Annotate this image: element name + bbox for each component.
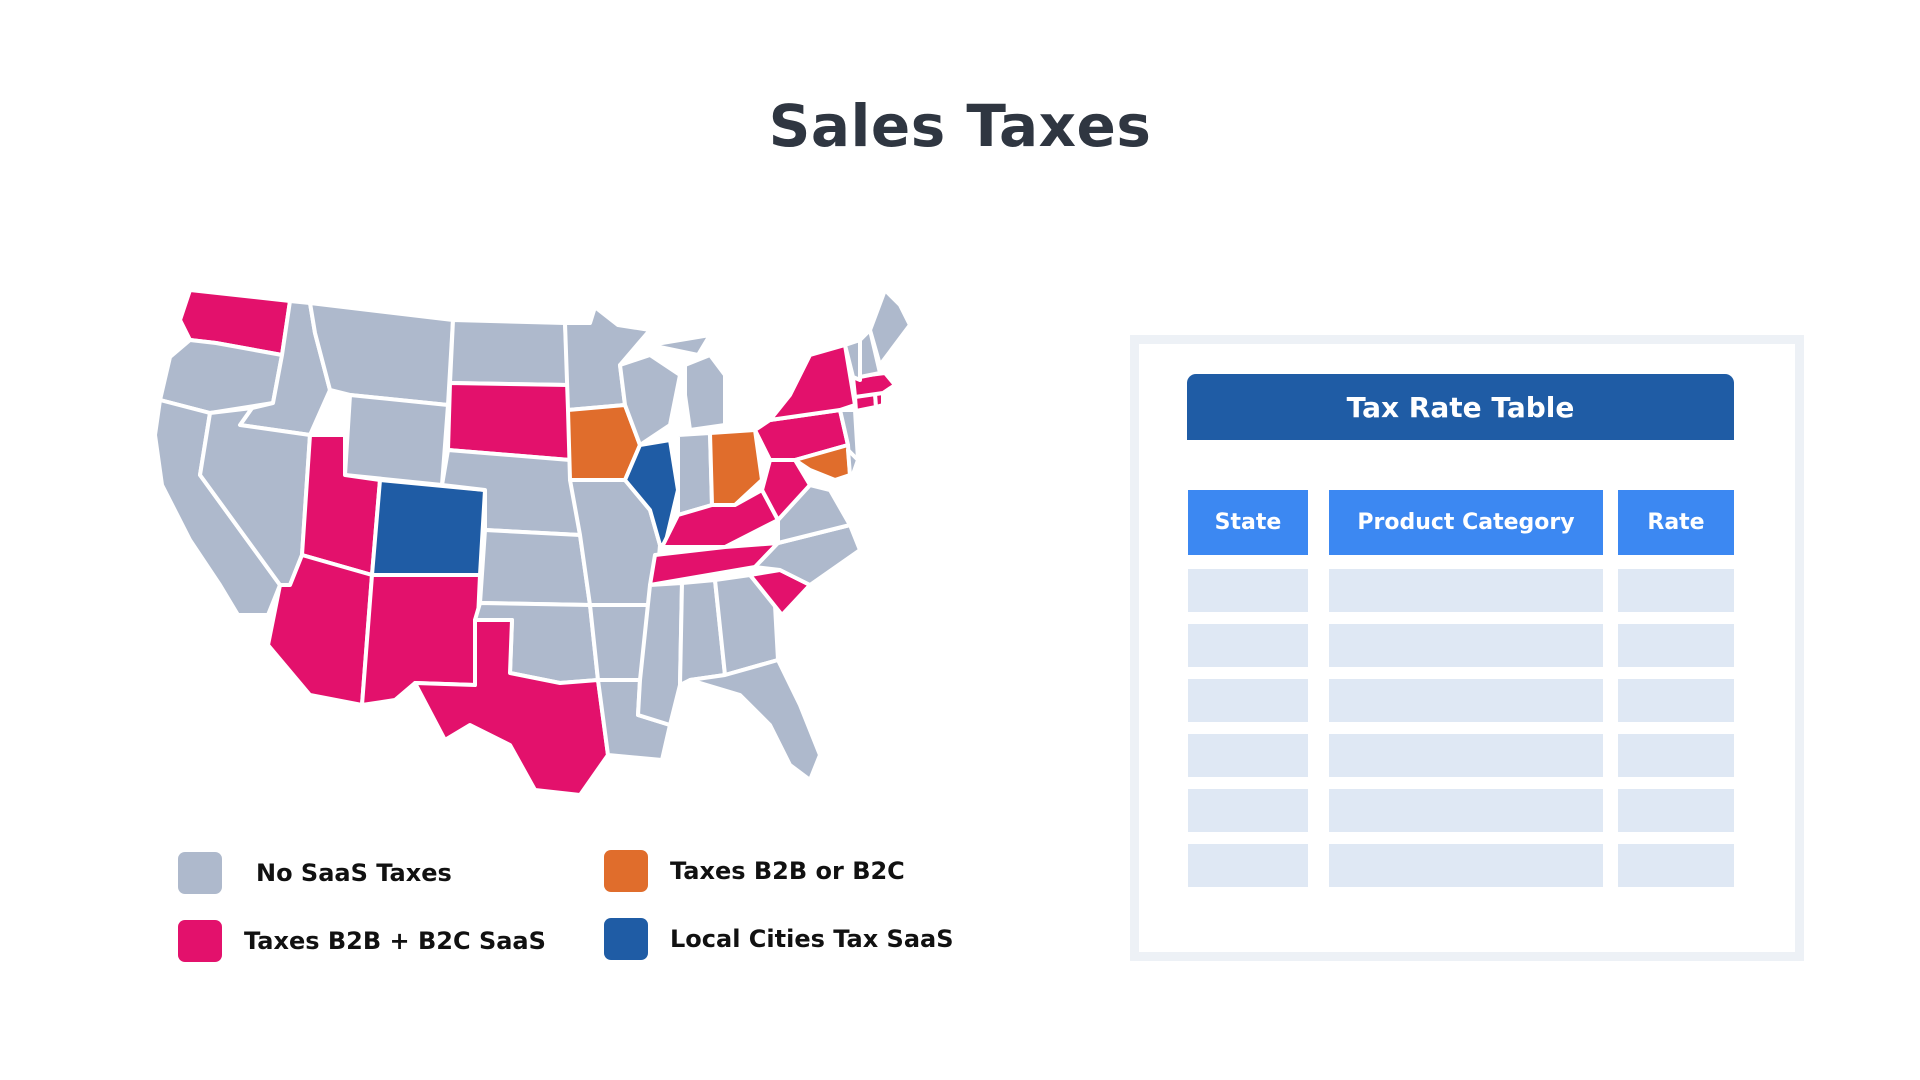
- state-sd[interactable]: [446, 381, 572, 462]
- state-ga[interactable]: [713, 573, 780, 677]
- state-ky[interactable]: [660, 488, 780, 549]
- legend-b2b-or-b2c: Taxes B2B or B2C: [604, 850, 905, 892]
- table-cell[interactable]: [1329, 844, 1603, 887]
- tax-rate-table-title: Tax Rate Table: [1187, 374, 1734, 440]
- table-cell[interactable]: [1329, 734, 1603, 777]
- state-va[interactable]: [776, 483, 852, 545]
- state-mt[interactable]: [308, 301, 455, 407]
- state-fl[interactable]: [688, 658, 822, 782]
- table-cell[interactable]: [1618, 734, 1734, 777]
- table-cell[interactable]: [1618, 569, 1734, 612]
- state-wi[interactable]: [618, 353, 682, 447]
- table-cell[interactable]: [1329, 679, 1603, 722]
- state-vt[interactable]: [843, 338, 862, 382]
- table-cell[interactable]: [1188, 569, 1308, 612]
- table-cell[interactable]: [1329, 569, 1603, 612]
- table-cell[interactable]: [1618, 844, 1734, 887]
- legend-label: Local Cities Tax SaaS: [670, 925, 954, 953]
- us-map-svg: [153, 288, 912, 797]
- table-cell[interactable]: [1188, 789, 1308, 832]
- legend-swatch: [604, 918, 648, 960]
- legend-label: Taxes B2B + B2C SaaS: [244, 927, 546, 955]
- table-cell[interactable]: [1188, 844, 1308, 887]
- state-de[interactable]: [846, 448, 860, 479]
- table-cell[interactable]: [1618, 624, 1734, 667]
- state-or[interactable]: [158, 338, 284, 415]
- page-title: Sales Taxes: [768, 92, 1152, 160]
- legend-local-cities: Local Cities Tax SaaS: [604, 918, 954, 960]
- table-cell[interactable]: [1329, 624, 1603, 667]
- state-nh[interactable]: [858, 328, 882, 379]
- state-me[interactable]: [868, 288, 912, 367]
- table-cell[interactable]: [1188, 679, 1308, 722]
- state-tx[interactable]: [413, 618, 610, 797]
- state-md[interactable]: [793, 443, 852, 482]
- state-wv[interactable]: [760, 458, 812, 522]
- legend-label: No SaaS Taxes: [256, 859, 452, 887]
- state-nd[interactable]: [448, 318, 570, 387]
- legend-swatch: [178, 852, 222, 894]
- legend-swatch: [604, 850, 648, 892]
- state-co[interactable]: [370, 478, 487, 577]
- state-oh[interactable]: [708, 428, 764, 507]
- column-header-product-category[interactable]: Product Category: [1329, 490, 1603, 555]
- table-cell[interactable]: [1618, 789, 1734, 832]
- table-cell[interactable]: [1329, 789, 1603, 832]
- state-ks[interactable]: [478, 528, 592, 607]
- legend-label: Taxes B2B or B2C: [670, 857, 905, 885]
- column-header-state[interactable]: State: [1188, 490, 1308, 555]
- state-mi[interactable]: [648, 333, 727, 432]
- state-wy[interactable]: [343, 393, 450, 487]
- table-cell[interactable]: [1618, 679, 1734, 722]
- table-cell[interactable]: [1188, 624, 1308, 667]
- table-cell[interactable]: [1188, 734, 1308, 777]
- legend-swatch: [178, 920, 222, 962]
- column-header-rate[interactable]: Rate: [1618, 490, 1734, 555]
- legend-b2b-b2c-saas: Taxes B2B + B2C SaaS: [178, 920, 546, 962]
- us-map: [150, 285, 970, 805]
- state-in[interactable]: [676, 431, 714, 517]
- legend-no-saas: No SaaS Taxes: [178, 852, 452, 894]
